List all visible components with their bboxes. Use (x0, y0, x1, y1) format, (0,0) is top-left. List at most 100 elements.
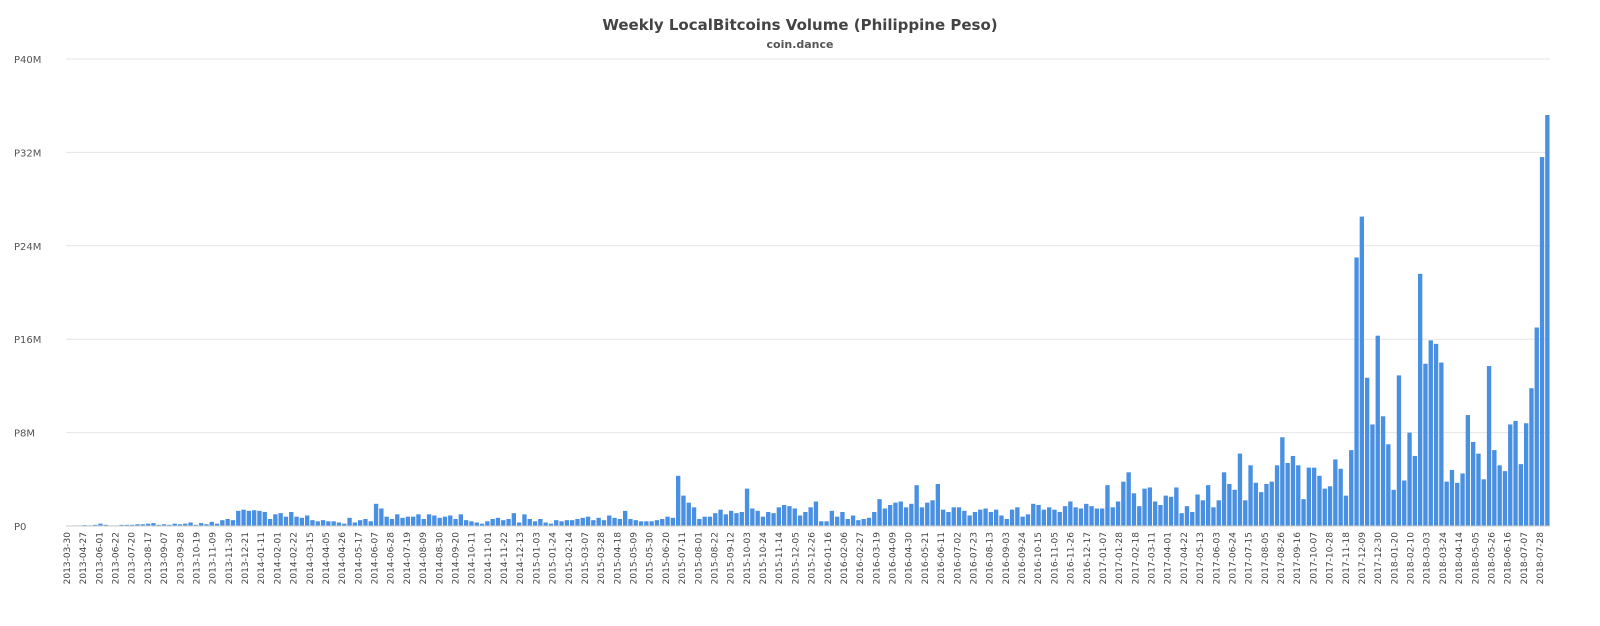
bar[interactable] (1115, 501, 1121, 526)
bar[interactable] (1269, 481, 1274, 526)
bar[interactable] (135, 524, 140, 526)
bar[interactable] (214, 523, 220, 526)
bar[interactable] (840, 511, 845, 526)
bar[interactable] (776, 507, 782, 526)
bar[interactable] (1306, 467, 1312, 527)
bar[interactable] (490, 519, 495, 526)
bar[interactable] (808, 507, 813, 526)
bar[interactable] (803, 511, 808, 526)
bar[interactable] (225, 519, 230, 526)
bar[interactable] (1476, 453, 1481, 526)
bar[interactable] (1349, 450, 1354, 526)
bar[interactable] (951, 507, 956, 526)
bar[interactable] (1004, 519, 1009, 526)
bar[interactable] (1190, 511, 1195, 526)
bar[interactable] (1333, 459, 1338, 526)
bar[interactable] (1343, 495, 1349, 526)
bar[interactable] (352, 522, 358, 527)
bar[interactable] (935, 483, 941, 526)
bar[interactable] (1020, 516, 1025, 526)
bar[interactable] (1311, 467, 1317, 527)
bar[interactable] (1179, 513, 1184, 526)
bar[interactable] (946, 511, 951, 526)
bar[interactable] (1078, 508, 1084, 526)
bar[interactable] (1237, 453, 1243, 526)
bar[interactable] (1449, 469, 1455, 526)
bar[interactable] (1216, 500, 1221, 526)
bar[interactable] (1062, 506, 1068, 526)
bar[interactable] (988, 511, 994, 526)
bar[interactable] (357, 520, 363, 526)
bar[interactable] (172, 523, 177, 526)
bar[interactable] (188, 522, 193, 527)
bar[interactable] (792, 508, 797, 526)
bar[interactable] (1068, 501, 1073, 526)
bar[interactable] (909, 503, 914, 526)
bar[interactable] (432, 515, 437, 526)
bar[interactable] (723, 514, 729, 526)
bar[interactable] (331, 521, 336, 526)
bar[interactable] (257, 510, 262, 526)
bar[interactable] (993, 509, 999, 526)
bar[interactable] (474, 522, 479, 527)
bar[interactable] (1052, 509, 1057, 526)
bar[interactable] (522, 514, 527, 526)
bar[interactable] (342, 523, 347, 526)
bar[interactable] (373, 503, 379, 526)
bar[interactable] (267, 519, 273, 526)
bar[interactable] (1407, 432, 1412, 526)
bar[interactable] (1322, 488, 1327, 526)
bar[interactable] (850, 515, 856, 526)
bar[interactable] (575, 519, 580, 526)
bar[interactable] (781, 504, 787, 526)
bar[interactable] (220, 520, 225, 526)
bar[interactable] (622, 510, 628, 526)
bar[interactable] (1015, 507, 1020, 526)
bar[interactable] (591, 520, 596, 526)
bar[interactable] (1492, 450, 1497, 526)
bar[interactable] (1168, 496, 1174, 526)
bar[interactable] (930, 500, 935, 526)
bar[interactable] (956, 507, 962, 526)
bar[interactable] (1518, 464, 1524, 526)
bar[interactable] (1131, 493, 1137, 526)
bar[interactable] (1529, 388, 1534, 526)
bar[interactable] (760, 516, 766, 526)
bar[interactable] (204, 524, 209, 526)
bar[interactable] (829, 510, 835, 526)
bar[interactable] (1290, 455, 1296, 526)
bar[interactable] (1502, 471, 1508, 526)
bar[interactable] (1375, 335, 1380, 526)
bar[interactable] (1523, 423, 1529, 526)
bar[interactable] (532, 521, 538, 526)
bar[interactable] (1364, 377, 1370, 526)
bar[interactable] (744, 488, 750, 526)
bar[interactable] (569, 520, 575, 526)
bar[interactable] (1195, 494, 1200, 526)
bar[interactable] (633, 520, 638, 526)
bar[interactable] (972, 511, 978, 526)
bar[interactable] (1455, 482, 1460, 526)
bar[interactable] (585, 516, 591, 526)
bar[interactable] (426, 514, 432, 526)
bar[interactable] (283, 516, 289, 526)
bar[interactable] (866, 517, 872, 526)
bar[interactable] (797, 515, 803, 526)
bar[interactable] (209, 521, 214, 526)
bar[interactable] (246, 510, 252, 526)
bar[interactable] (681, 495, 686, 526)
bar[interactable] (1232, 489, 1237, 526)
bar[interactable] (1486, 366, 1492, 526)
bar[interactable] (559, 521, 564, 526)
bar[interactable] (1481, 479, 1486, 526)
bar[interactable] (1046, 507, 1052, 526)
bar[interactable] (1428, 340, 1433, 526)
bar[interactable] (1444, 481, 1449, 526)
bar[interactable] (315, 521, 320, 526)
bar[interactable] (1470, 441, 1476, 526)
bar[interactable] (548, 523, 554, 526)
bar[interactable] (1025, 514, 1031, 526)
bar[interactable] (320, 520, 326, 526)
bar[interactable] (442, 516, 448, 526)
bar[interactable] (511, 513, 517, 526)
